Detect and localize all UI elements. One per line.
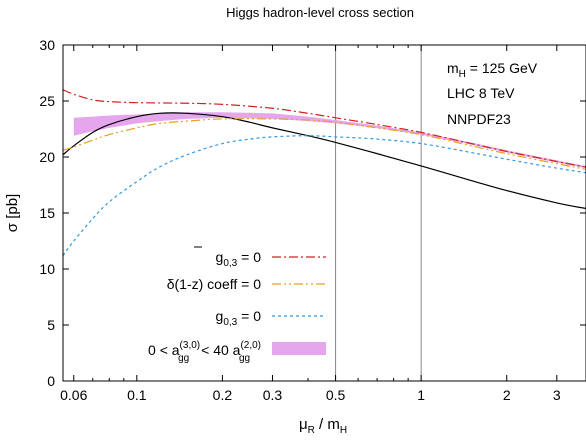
legend-label-gbar: g0,3 = 0: [216, 249, 262, 269]
plot-area: [63, 89, 586, 256]
y-tick-label: 30: [39, 37, 55, 53]
y-tick-label: 25: [39, 93, 55, 109]
y-tick-label: 5: [47, 317, 55, 333]
legend-entry-g03: g0,3 = 0: [216, 308, 326, 328]
legend: g0,3 = 0 δ(1-z) coeff = 0 g0,3 = 0 0 < a…: [148, 246, 326, 364]
series-line-delta: [63, 118, 586, 170]
x-axis-label: μR / mH: [299, 416, 347, 436]
legend-entry-band: 0 < a(3,0) gg < 40 a(2,0) gg: [148, 340, 326, 364]
y-axis-label: σ [pb]: [4, 194, 21, 232]
x-tick-label: 0.1: [127, 387, 147, 403]
x-tick-label: 0.5: [326, 387, 346, 403]
legend-label-g03: g0,3 = 0: [216, 308, 262, 328]
series-band: [73, 112, 586, 169]
x-tick-label: 2: [503, 387, 511, 403]
series-line-gbar: [63, 89, 586, 168]
x-tick-label: 1: [417, 387, 425, 403]
plot-frame: [62, 44, 586, 382]
legend-entry-delta: δ(1-z) coeff = 0: [167, 276, 326, 292]
y-tick-label: 15: [39, 205, 55, 221]
legend-swatch-band: [272, 342, 326, 355]
series-line-black: [63, 112, 586, 210]
reference-lines: [335, 45, 422, 381]
legend-entry-gbar: g0,3 = 0: [194, 246, 326, 269]
series-line-g03: [63, 135, 586, 256]
chart-title: Higgs hadron-level cross section: [226, 5, 414, 20]
annotation-collider: LHC 8 TeV: [447, 85, 515, 101]
y-tick-label: 10: [39, 261, 55, 277]
annotation-mass: mH = 125 GeV: [447, 60, 538, 80]
y-tick-label: 0: [47, 373, 55, 389]
legend-label-delta: δ(1-z) coeff = 0: [167, 276, 262, 292]
x-tick-label: 0.3: [263, 387, 283, 403]
y-tick-label: 20: [39, 149, 55, 165]
x-tick-label: 0.2: [213, 387, 233, 403]
x-tick-label: 3: [553, 387, 561, 403]
x-tick-label: 0.06: [60, 387, 87, 403]
annotation-pdf: NNPDF23: [447, 111, 511, 127]
annotations: mH = 125 GeV LHC 8 TeV NNPDF23: [447, 60, 538, 127]
legend-label-band: 0 < a(3,0) gg < 40 a(2,0) gg: [148, 340, 261, 364]
